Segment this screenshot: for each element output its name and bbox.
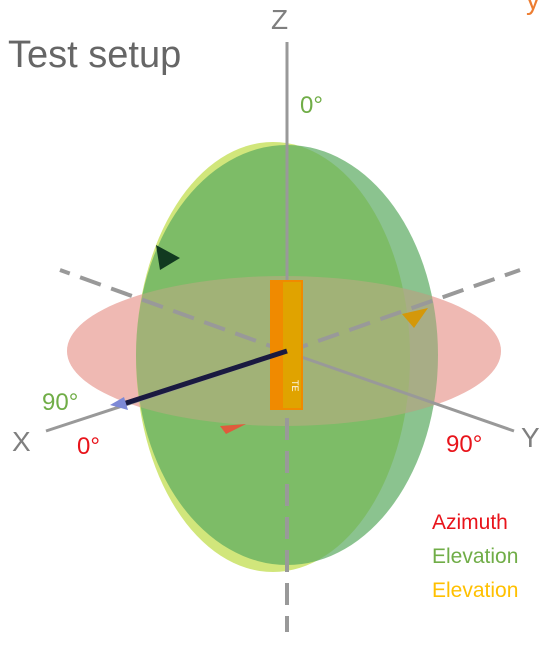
azimuth-0-label: 0°: [77, 433, 100, 460]
antenna-tip-icon: [110, 397, 128, 410]
page-title: Test setup: [8, 34, 182, 76]
x-axis-negative: [286, 268, 521, 354]
elevation-yz-arrow-icon: [402, 308, 428, 328]
antenna-cable: [122, 348, 288, 407]
device-pcb: [283, 282, 301, 408]
azimuth-90-label: 90°: [446, 431, 483, 458]
azimuth-arrow-icon: [220, 424, 246, 434]
elevation-90-label: 90°: [42, 389, 79, 416]
legend-azimuth: Azimuth: [432, 511, 508, 534]
legend-elevation-green: Elevation: [432, 545, 519, 568]
y-axis-label: Y: [521, 422, 540, 453]
elevation-0-label: 0°: [300, 92, 323, 119]
legend-elevation-yellow: Elevation: [432, 579, 519, 602]
elevation-arrow-icon: [156, 245, 180, 270]
z-axis-label: Z: [271, 4, 289, 35]
y-axis: [286, 350, 515, 433]
x-axis-label: X: [12, 426, 31, 457]
device-marking: TE: [290, 380, 300, 392]
top-right-fragment: y: [526, 0, 540, 14]
y-axis-negative: [59, 268, 288, 354]
